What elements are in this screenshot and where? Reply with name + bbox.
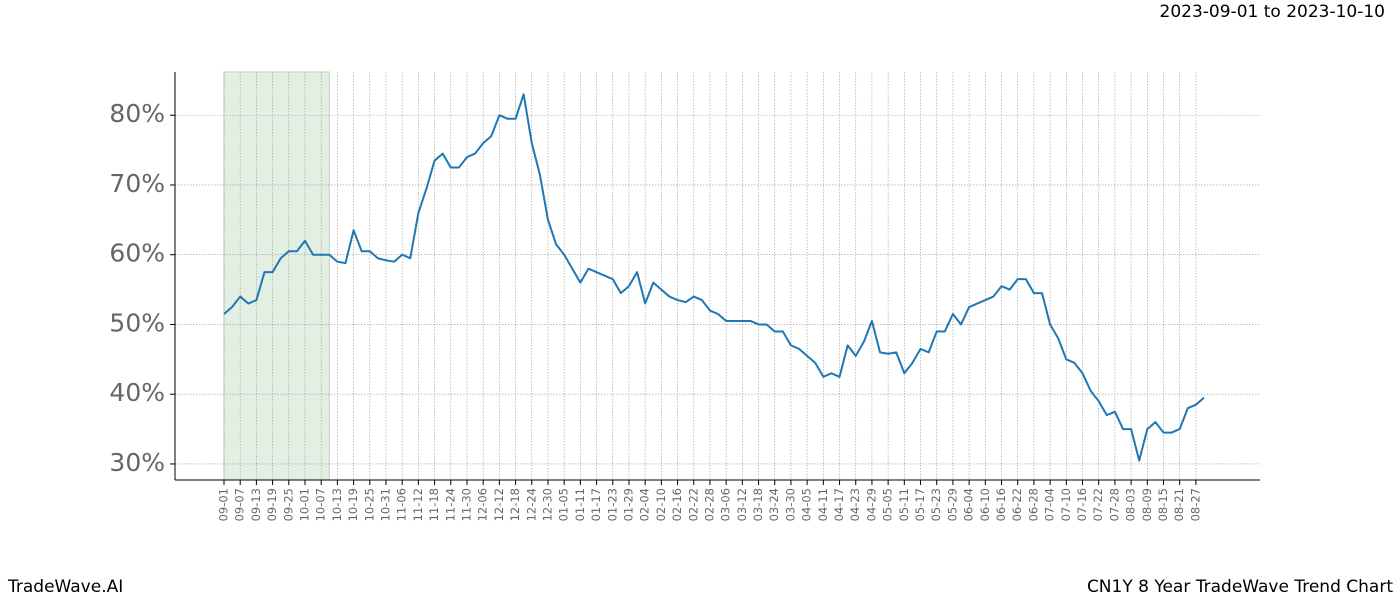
x-tick-label: 09-25 <box>281 488 295 521</box>
x-tick-label: 07-10 <box>1059 488 1073 521</box>
y-tick-label: 70% <box>109 169 165 198</box>
x-tick-label: 08-09 <box>1140 488 1154 521</box>
x-tick-label: 10-07 <box>314 488 328 521</box>
x-tick-label: 11-18 <box>427 488 441 521</box>
x-tick-label: 04-23 <box>848 488 862 521</box>
x-tick-label: 11-24 <box>443 488 457 521</box>
watermark: TradeWave.AI <box>7 577 123 597</box>
x-tick-label: 09-19 <box>265 488 279 521</box>
y-tick-label: 30% <box>109 448 165 477</box>
x-tick-label: 10-31 <box>378 488 392 521</box>
x-tick-label: 05-05 <box>881 488 895 521</box>
x-tick-label: 09-07 <box>233 488 247 521</box>
y-tick-label: 60% <box>109 239 165 268</box>
x-tick-label: 02-16 <box>670 488 684 521</box>
y-tick-label: 40% <box>109 378 165 407</box>
x-tick-label: 11-30 <box>459 488 473 521</box>
x-tick-label: 09-13 <box>249 488 263 521</box>
x-tick-label: 07-04 <box>1043 488 1057 521</box>
x-tick-label: 07-28 <box>1107 488 1121 521</box>
x-tick-label: 01-23 <box>605 488 619 521</box>
x-tick-label: 01-29 <box>621 488 635 521</box>
x-tick-label: 06-28 <box>1026 488 1040 521</box>
x-tick-label: 11-12 <box>411 488 425 521</box>
x-tick-label: 08-21 <box>1172 488 1186 521</box>
x-tick-label: 03-06 <box>719 488 733 521</box>
x-tick-label: 04-29 <box>864 488 878 521</box>
x-tick-label: 08-15 <box>1156 488 1170 521</box>
date-range: 2023-09-01 to 2023-10-10 <box>1160 2 1385 22</box>
x-tick-label: 08-27 <box>1188 488 1202 521</box>
x-tick-label: 02-10 <box>654 488 668 521</box>
x-tick-label: 12-12 <box>492 488 506 521</box>
x-tick-label: 08-03 <box>1124 488 1138 521</box>
x-tick-label: 12-24 <box>524 488 538 521</box>
x-tick-label: 06-16 <box>994 488 1008 521</box>
x-tick-label: 07-22 <box>1091 488 1105 521</box>
x-tick-label: 10-25 <box>362 488 376 521</box>
x-tick-label: 03-12 <box>735 488 749 521</box>
x-tick-label: 06-04 <box>962 488 976 521</box>
y-tick-label: 50% <box>109 308 165 337</box>
x-tick-label: 12-18 <box>508 488 522 521</box>
y-tick-label: 80% <box>109 99 165 128</box>
x-tick-label: 02-28 <box>702 488 716 521</box>
x-tick-label: 01-17 <box>589 488 603 521</box>
x-tick-label: 09-01 <box>217 488 231 521</box>
x-tick-label: 01-11 <box>573 488 587 521</box>
x-tick-label: 05-17 <box>913 488 927 521</box>
x-tick-label: 01-05 <box>557 488 571 521</box>
x-tick-label: 04-11 <box>816 488 830 521</box>
x-tick-label: 03-24 <box>767 488 781 521</box>
x-tick-label: 02-22 <box>686 488 700 521</box>
x-tick-label: 06-22 <box>1010 488 1024 521</box>
x-tick-label: 10-13 <box>330 488 344 521</box>
chart-title: CN1Y 8 Year TradeWave Trend Chart <box>1087 577 1393 597</box>
x-tick-label: 04-05 <box>800 488 814 521</box>
x-tick-label: 03-30 <box>783 488 797 521</box>
x-tick-label: 11-06 <box>395 488 409 521</box>
x-tick-label: 07-16 <box>1075 488 1089 521</box>
x-tick-label: 02-04 <box>638 488 652 521</box>
x-tick-label: 04-17 <box>832 488 846 521</box>
x-tick-label: 12-30 <box>540 488 554 521</box>
x-tick-label: 12-06 <box>476 488 490 521</box>
highlight-band <box>223 71 330 481</box>
x-tick-label: 05-29 <box>945 488 959 521</box>
x-tick-label: 10-19 <box>346 488 360 521</box>
x-tick-label: 05-11 <box>897 488 911 521</box>
x-tick-label: 03-18 <box>751 488 765 521</box>
line-series <box>223 93 1205 462</box>
x-tick-label: 06-10 <box>978 488 992 521</box>
x-tick-label: 05-23 <box>929 488 943 521</box>
x-tick-label: 10-01 <box>297 488 311 521</box>
